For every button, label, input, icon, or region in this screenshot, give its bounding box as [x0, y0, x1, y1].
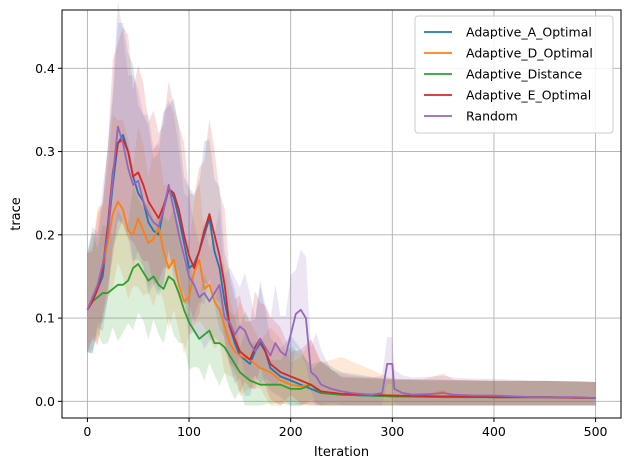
- x-axis-ticks: 0 100 200 300 400 500: [83, 418, 608, 439]
- y-tick-label: 0.1: [35, 311, 55, 326]
- legend-label: Adaptive_A_Optimal: [466, 25, 592, 40]
- y-axis-label: trace: [9, 197, 24, 231]
- x-tick-label: 200: [279, 424, 303, 439]
- y-tick-label: 0.2: [35, 227, 55, 242]
- x-tick-label: 500: [584, 424, 608, 439]
- y-axis-ticks: 0.0 0.1 0.2 0.3 0.4: [35, 61, 62, 409]
- series-line-adaptive-e-optimal: [86, 138, 596, 399]
- x-tick-label: 300: [380, 424, 404, 439]
- x-tick-label: 0: [83, 424, 91, 439]
- x-axis-label: Iteration: [314, 445, 369, 460]
- y-tick-label: 0.0: [35, 394, 55, 409]
- series-line-adaptive-distance: [86, 263, 596, 399]
- series-lines: [86, 125, 596, 399]
- legend-box: [414, 15, 614, 134]
- legend: Adaptive_A_Optimal Adaptive_D_Optimal Adap…: [414, 15, 614, 134]
- confidence-bands: [87, 0, 596, 406]
- legend-label: Random: [466, 109, 518, 124]
- band-adaptive-a-optimal: [87, 22, 596, 406]
- plot-frame: [61, 9, 622, 419]
- band-adaptive-e-optimal: [87, 26, 596, 406]
- legend-label: Adaptive_Distance: [466, 67, 583, 82]
- x-tick-label: 100: [177, 424, 201, 439]
- legend-label: Adaptive_D_Optimal: [466, 46, 593, 61]
- y-tick-label: 0.4: [35, 61, 55, 76]
- band-adaptive-distance: [87, 185, 596, 406]
- x-tick-label: 400: [482, 424, 506, 439]
- y-tick-label: 0.3: [35, 144, 55, 159]
- series-line-random: [86, 125, 596, 399]
- legend-label: Adaptive_E_Optimal: [466, 88, 591, 103]
- band-random: [87, 0, 596, 406]
- band-adaptive-d-optimal: [87, 114, 596, 406]
